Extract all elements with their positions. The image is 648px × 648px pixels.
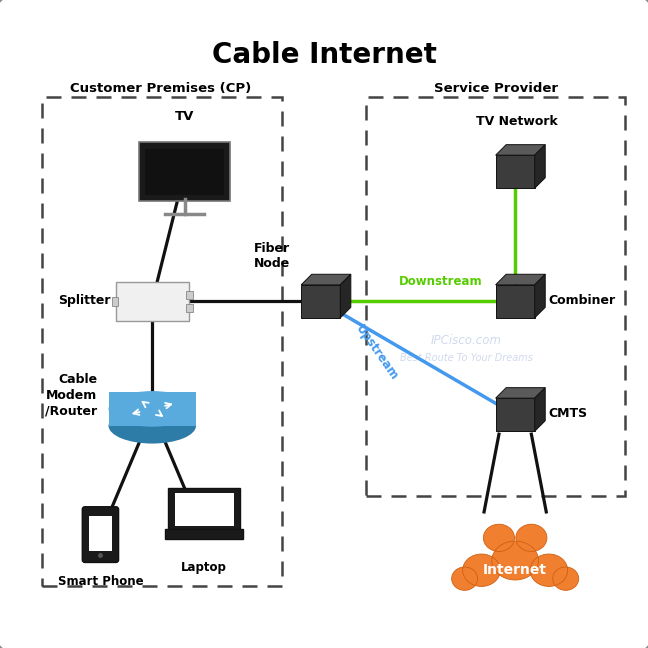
Text: TV: TV xyxy=(175,110,194,123)
FancyBboxPatch shape xyxy=(108,392,196,426)
FancyBboxPatch shape xyxy=(115,282,189,321)
Text: Cable
Modem
/Router: Cable Modem /Router xyxy=(45,373,97,418)
Bar xyxy=(366,97,625,496)
FancyBboxPatch shape xyxy=(139,143,230,201)
Polygon shape xyxy=(301,284,340,318)
FancyBboxPatch shape xyxy=(175,493,234,526)
Text: Upstream: Upstream xyxy=(353,323,401,384)
Ellipse shape xyxy=(553,567,579,590)
FancyBboxPatch shape xyxy=(145,149,224,194)
Polygon shape xyxy=(535,388,545,432)
Ellipse shape xyxy=(108,408,196,444)
FancyBboxPatch shape xyxy=(165,529,244,539)
Polygon shape xyxy=(496,284,535,318)
FancyBboxPatch shape xyxy=(89,516,112,551)
FancyBboxPatch shape xyxy=(168,488,240,532)
Text: Customer Premises (CP): Customer Premises (CP) xyxy=(70,82,251,95)
Polygon shape xyxy=(496,145,545,155)
Ellipse shape xyxy=(463,554,500,586)
Polygon shape xyxy=(301,274,351,284)
Text: IPCisco.com: IPCisco.com xyxy=(431,334,502,347)
Ellipse shape xyxy=(452,567,478,590)
Polygon shape xyxy=(340,274,351,318)
Text: Splitter: Splitter xyxy=(58,294,110,307)
FancyBboxPatch shape xyxy=(82,507,119,562)
Polygon shape xyxy=(496,155,535,189)
Ellipse shape xyxy=(492,541,538,580)
Text: Fiber
Node: Fiber Node xyxy=(253,242,290,270)
Text: Service Provider: Service Provider xyxy=(434,82,558,95)
Text: Laptop: Laptop xyxy=(181,561,227,573)
FancyBboxPatch shape xyxy=(187,291,193,299)
Text: TV Network: TV Network xyxy=(476,115,557,128)
Ellipse shape xyxy=(483,524,515,551)
Ellipse shape xyxy=(530,554,568,586)
Bar xyxy=(42,97,282,586)
Text: CMTS: CMTS xyxy=(549,407,588,420)
Polygon shape xyxy=(496,398,535,432)
Text: Best Route To Your Dreams: Best Route To Your Dreams xyxy=(400,353,533,363)
Ellipse shape xyxy=(516,524,547,551)
FancyBboxPatch shape xyxy=(111,297,118,306)
Text: Downstream: Downstream xyxy=(399,275,482,288)
Text: Smart Phone: Smart Phone xyxy=(58,575,143,588)
Polygon shape xyxy=(496,388,545,398)
Polygon shape xyxy=(535,274,545,318)
FancyBboxPatch shape xyxy=(187,304,193,312)
Text: Combiner: Combiner xyxy=(549,294,616,307)
Polygon shape xyxy=(535,145,545,189)
Text: Cable Internet: Cable Internet xyxy=(211,41,437,69)
Text: Internet: Internet xyxy=(483,563,547,577)
Polygon shape xyxy=(496,274,545,284)
Ellipse shape xyxy=(108,391,196,427)
